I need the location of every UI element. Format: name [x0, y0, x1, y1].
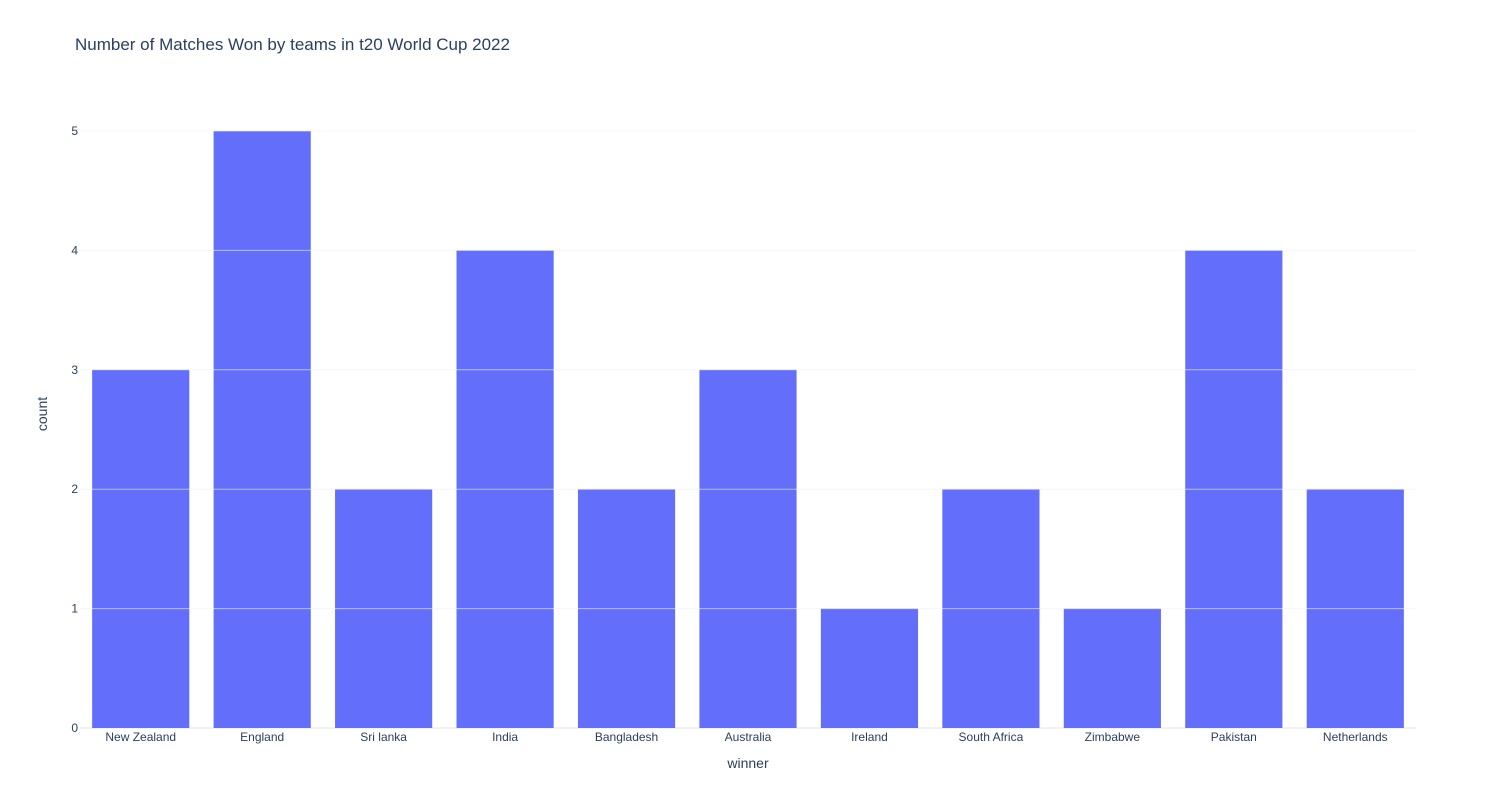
y-tick-label: 2 [71, 482, 78, 496]
bar[interactable] [820, 608, 919, 728]
y-tick-label: 5 [71, 124, 78, 138]
y-tick-label: 0 [71, 721, 78, 735]
x-tick-label: India [492, 730, 518, 744]
x-tick-label: New Zealand [105, 730, 176, 744]
bar[interactable] [213, 131, 311, 728]
x-tick-label: Ireland [851, 730, 888, 744]
bars [92, 131, 1404, 728]
x-tick-label: Pakistan [1211, 730, 1257, 744]
x-axis-title: winner [726, 755, 769, 771]
bar[interactable] [699, 369, 797, 728]
bar[interactable] [92, 369, 190, 728]
gridlines-overlay [80, 130, 1416, 610]
y-tick-labels: 0 1 2 3 4 5 [71, 124, 78, 735]
x-tick-label: England [240, 730, 284, 744]
y-tick-label: 4 [71, 243, 78, 257]
x-tick-label: Bangladesh [595, 730, 658, 744]
bar[interactable] [1063, 608, 1161, 728]
y-axis-title: count [34, 397, 50, 431]
chart-title: Number of Matches Won by teams in t20 Wo… [75, 35, 510, 54]
y-tick-label: 1 [71, 602, 78, 616]
x-tick-label: Sri lanka [360, 730, 407, 744]
x-tick-label: Australia [725, 730, 772, 744]
x-tick-labels: New Zealand England Sri lanka India Banglade… [105, 730, 1387, 744]
x-tick-label: Zimbabwe [1085, 730, 1141, 744]
x-tick-label: South Africa [959, 730, 1024, 744]
y-tick-label: 3 [71, 363, 78, 377]
x-tick-label: Netherlands [1323, 730, 1388, 744]
